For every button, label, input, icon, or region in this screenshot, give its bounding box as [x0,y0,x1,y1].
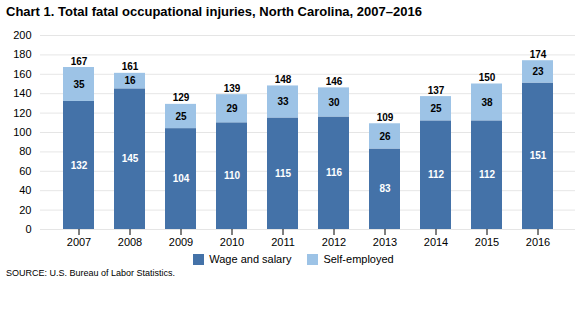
svg-text:167: 167 [71,56,88,67]
svg-text:2015: 2015 [475,236,499,248]
svg-text:200: 200 [13,29,31,41]
svg-text:151: 151 [530,150,547,161]
svg-text:2014: 2014 [424,236,448,248]
svg-text:25: 25 [175,111,187,122]
html-text:Wage and salary: Wage and salary [209,253,292,265]
svg-text:112: 112 [479,169,496,180]
svg-text:120: 120 [13,107,31,119]
svg-text:180: 180 [13,48,31,60]
svg-text:2011: 2011 [271,236,295,248]
svg-text:160: 160 [13,68,31,80]
svg-text:129: 129 [173,92,190,103]
svg-text:80: 80 [19,145,31,157]
svg-text:2012: 2012 [322,236,346,248]
svg-text:2013: 2013 [373,236,397,248]
svg-text:174: 174 [530,49,547,60]
svg-text:26: 26 [379,131,391,142]
svg-text:137: 137 [428,85,445,96]
svg-text:146: 146 [326,76,343,87]
svg-text:29: 29 [226,103,238,114]
svg-text:110: 110 [224,170,241,181]
html-text:SOURCE: U.S. Bureau of Labor S: SOURCE: U.S. Bureau of Labor Statistics. [6,268,176,278]
html-text:Self-employed: Self-employed [323,253,394,265]
svg-text:35: 35 [73,79,85,90]
svg-text:2016: 2016 [526,236,550,248]
svg-text:0: 0 [25,223,31,235]
svg-text:140: 140 [13,87,31,99]
svg-text:2010: 2010 [220,236,244,248]
svg-text:115: 115 [275,168,292,179]
svg-text:148: 148 [275,74,292,85]
svg-text:100: 100 [13,126,31,138]
svg-text:2007: 2007 [67,236,91,248]
svg-text:112: 112 [428,169,445,180]
svg-text:40: 40 [19,184,31,196]
svg-text:139: 139 [224,83,241,94]
svg-text:2009: 2009 [169,236,193,248]
svg-text:104: 104 [173,173,190,184]
svg-text:38: 38 [481,97,493,108]
svg-text:20: 20 [19,204,31,216]
svg-text:161: 161 [122,61,139,72]
svg-text:132: 132 [71,160,88,171]
svg-text:30: 30 [328,97,340,108]
svg-text:25: 25 [430,103,442,114]
svg-text:83: 83 [379,183,391,194]
svg-text:150: 150 [479,72,496,83]
svg-text:145: 145 [122,153,139,164]
html-text:Chart 1. Total fatal occupatio: Chart 1. Total fatal occupational injuri… [6,4,422,19]
svg-text:33: 33 [277,96,289,107]
svg-text:116: 116 [326,167,343,178]
svg-text:2008: 2008 [118,236,142,248]
svg-text:60: 60 [19,165,31,177]
svg-text:23: 23 [532,66,544,77]
svg-text:109: 109 [377,112,394,123]
svg-text:16: 16 [124,75,136,86]
